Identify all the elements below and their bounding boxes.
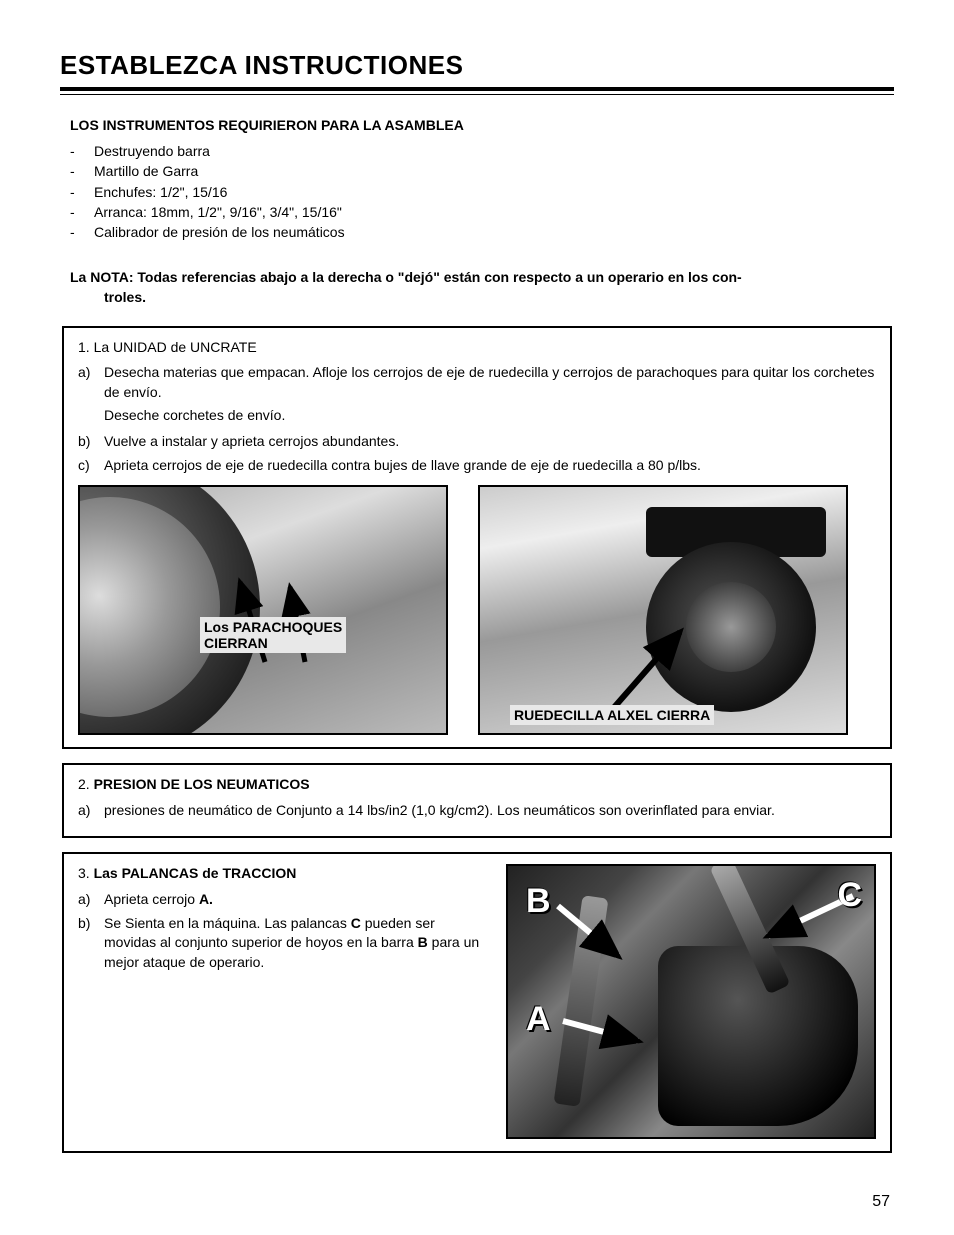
step1-a-text: Desecha materias que empacan. Afloje los…: [104, 363, 876, 402]
tools-heading: LOS INSTRUMENTOS REQUIRIERON PARA LA ASA…: [70, 117, 894, 133]
step1-b-text: Vuelve a instalar y aprieta cerrojos abu…: [104, 432, 876, 452]
step1-a-sub: Deseche corchetes de envío.: [104, 406, 876, 426]
step1-c-text: Aprieta cerrojos de eje de ruedecilla co…: [104, 456, 876, 476]
step2-num: 2.: [78, 776, 90, 792]
step3-num: 3.: [78, 865, 90, 881]
step1-num: 1.: [78, 339, 90, 355]
tools-list: -Destruyendo barra -Martillo de Garra -E…: [70, 141, 894, 242]
tool-item: Destruyendo barra: [94, 141, 210, 161]
step1-title: La UNIDAD de UNCRATE: [94, 339, 257, 355]
step2-a-letter: a): [78, 801, 104, 821]
photo-bumper-bolts: Los PARACHOQUES CIERRAN: [78, 485, 448, 735]
step3-b-text: Se Sienta en la máquina. Las palancas C …: [104, 914, 486, 973]
step3-b-letter: b): [78, 914, 104, 973]
step1-a-letter: a): [78, 363, 104, 402]
photo3-letter-A: A: [526, 996, 551, 1044]
photo-caster-axle: RUEDECILLA ALXEL CIERRA: [478, 485, 848, 735]
step2-title: PRESION DE LOS NEUMATICOS: [94, 776, 310, 792]
note-block: La NOTA: Todas referencias abajo a la de…: [70, 268, 884, 307]
photo3-letter-B: B: [526, 878, 551, 926]
page-number: 57: [872, 1193, 890, 1211]
step-box-3: 3. Las PALANCAS de TRACCION a) Aprieta c…: [62, 852, 892, 1153]
tool-item: Enchufes: 1/2", 15/16: [94, 182, 227, 202]
title-rule: [60, 87, 894, 95]
step1-b-letter: b): [78, 432, 104, 452]
tool-item: Martillo de Garra: [94, 161, 198, 181]
step3-title: Las PALANCAS de TRACCION: [94, 865, 297, 881]
photo3-letter-C: C: [837, 872, 862, 920]
photo-traction-levers: B A C: [506, 864, 876, 1139]
photo1-label-line1: Los PARACHOQUES: [204, 619, 342, 635]
tool-item: Calibrador de presión de los neumáticos: [94, 222, 345, 242]
note-line2: troles.: [70, 288, 884, 308]
tool-item: Arranca: 18mm, 1/2", 9/16", 3/4", 15/16": [94, 202, 342, 222]
photo1-label-line2: CIERRAN: [204, 635, 268, 651]
step3-a-text: Aprieta cerrojo A.: [104, 890, 486, 910]
step3-a-letter: a): [78, 890, 104, 910]
step-box-1: 1. La UNIDAD de UNCRATE a) Desecha mater…: [62, 326, 892, 750]
step2-a-text: presiones de neumático de Conjunto a 14 …: [104, 801, 876, 821]
step-box-2: 2. PRESION DE LOS NEUMATICOS a) presione…: [62, 763, 892, 838]
step1-c-letter: c): [78, 456, 104, 476]
note-line1: La NOTA: Todas referencias abajo a la de…: [70, 269, 742, 285]
page-title: ESTABLEZCA INSTRUCTIONES: [60, 50, 894, 81]
photo2-label: RUEDECILLA ALXEL CIERRA: [510, 705, 714, 725]
